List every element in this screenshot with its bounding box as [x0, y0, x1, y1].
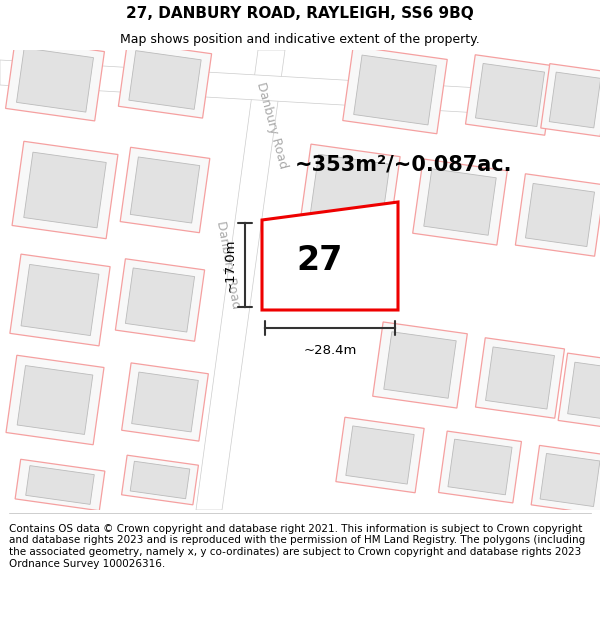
Polygon shape [476, 338, 565, 418]
Polygon shape [262, 202, 398, 310]
Polygon shape [120, 148, 210, 232]
Text: ~28.4m: ~28.4m [304, 344, 356, 356]
Polygon shape [125, 268, 194, 332]
Polygon shape [466, 55, 554, 135]
Polygon shape [346, 426, 414, 484]
Polygon shape [439, 431, 521, 503]
Text: 27: 27 [297, 244, 343, 277]
Text: Danbury Road: Danbury Road [254, 80, 290, 170]
Text: ~17.0m: ~17.0m [223, 238, 236, 292]
Polygon shape [531, 446, 600, 514]
Polygon shape [15, 459, 105, 511]
Polygon shape [373, 322, 467, 408]
Polygon shape [0, 60, 600, 120]
Polygon shape [300, 144, 400, 236]
Polygon shape [26, 466, 94, 504]
Polygon shape [12, 141, 118, 239]
Polygon shape [6, 355, 104, 445]
Polygon shape [343, 46, 447, 134]
Polygon shape [353, 55, 436, 125]
Polygon shape [448, 439, 512, 495]
Polygon shape [336, 418, 424, 492]
Text: 27, DANBURY ROAD, RAYLEIGH, SS6 9BQ: 27, DANBURY ROAD, RAYLEIGH, SS6 9BQ [126, 6, 474, 21]
Polygon shape [568, 362, 600, 422]
Polygon shape [384, 332, 456, 398]
Polygon shape [130, 157, 200, 223]
Polygon shape [115, 259, 205, 341]
Polygon shape [17, 48, 94, 112]
Text: Map shows position and indicative extent of the property.: Map shows position and indicative extent… [120, 32, 480, 46]
Polygon shape [413, 159, 508, 245]
Polygon shape [485, 347, 554, 409]
Polygon shape [129, 51, 201, 109]
Polygon shape [130, 461, 190, 499]
Polygon shape [122, 363, 208, 441]
Polygon shape [475, 64, 545, 126]
Polygon shape [196, 50, 285, 510]
Polygon shape [549, 72, 600, 128]
Polygon shape [310, 154, 390, 226]
Polygon shape [10, 254, 110, 346]
Text: Danbury Road: Danbury Road [214, 220, 242, 310]
Polygon shape [424, 169, 496, 235]
Polygon shape [541, 64, 600, 136]
Polygon shape [558, 353, 600, 431]
Polygon shape [540, 454, 600, 506]
Polygon shape [17, 366, 93, 434]
Text: Contains OS data © Crown copyright and database right 2021. This information is : Contains OS data © Crown copyright and d… [9, 524, 585, 569]
Polygon shape [122, 455, 199, 505]
Polygon shape [5, 39, 104, 121]
Polygon shape [24, 152, 106, 228]
Polygon shape [526, 184, 595, 246]
Polygon shape [118, 42, 212, 118]
Polygon shape [131, 372, 199, 432]
Polygon shape [21, 264, 99, 336]
Text: ~353m²/~0.087ac.: ~353m²/~0.087ac. [295, 155, 512, 175]
Polygon shape [515, 174, 600, 256]
